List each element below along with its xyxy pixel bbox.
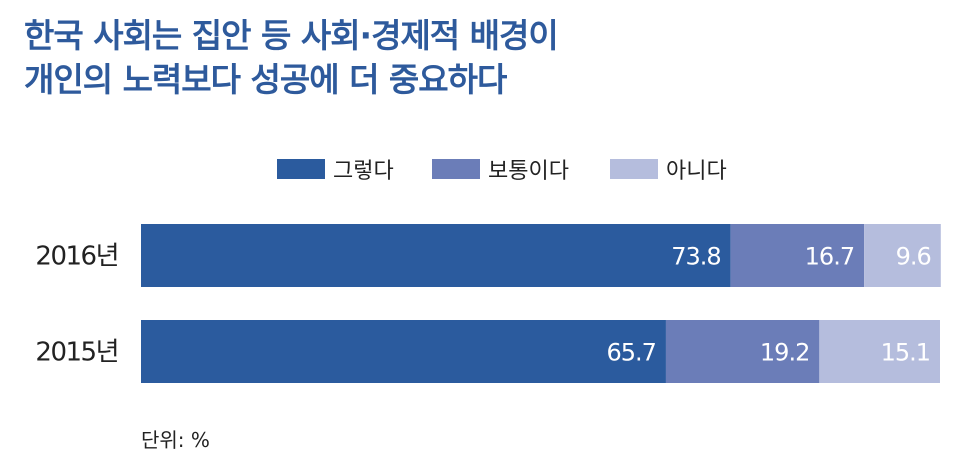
category-label-1: 2015년 — [35, 338, 118, 368]
legend-swatch-series-1 — [277, 159, 325, 179]
chart-legend: 그렇다 보통이다 아니다 — [0, 154, 970, 184]
bar-segment-0-1 — [730, 224, 865, 287]
chart-title-line-2: 개인의 노력보다 성공에 더 중요하다 — [24, 60, 507, 99]
value-label-1-2: 15.1 — [881, 339, 930, 367]
legend-label-series-2: 보통이다 — [488, 159, 569, 184]
legend-swatch-series-3 — [610, 159, 658, 179]
legend-label-series-3: 아니다 — [666, 159, 727, 184]
bar-segment-1-2 — [819, 320, 940, 383]
bar-segment-0-2 — [864, 224, 941, 287]
bar-segment-0-0 — [141, 224, 731, 287]
value-label-1-1: 19.2 — [760, 339, 809, 367]
category-label-0: 2016년 — [35, 242, 118, 272]
legend-label-series-1: 그렇다 — [333, 159, 394, 184]
legend-item-series-2: 보통이다 — [432, 154, 569, 184]
value-label-0-1: 16.7 — [805, 243, 854, 271]
legend-item-series-3: 아니다 — [610, 154, 727, 184]
value-label-1-0: 65.7 — [607, 339, 656, 367]
legend-swatch-series-2 — [432, 159, 480, 179]
value-label-0-0: 73.8 — [671, 243, 720, 271]
unit-label: 단위: % — [141, 428, 210, 452]
bar-segment-1-1 — [665, 320, 820, 383]
chart-title-line-1: 한국 사회는 집안 등 사회·경제적 배경이 — [24, 16, 559, 55]
bar-segment-1-0 — [141, 320, 666, 383]
chart-title: 한국 사회는 집안 등 사회·경제적 배경이 개인의 노력보다 성공에 더 중요… — [24, 14, 559, 102]
value-label-0-2: 9.6 — [896, 243, 931, 271]
legend-item-series-1: 그렇다 — [277, 154, 394, 184]
